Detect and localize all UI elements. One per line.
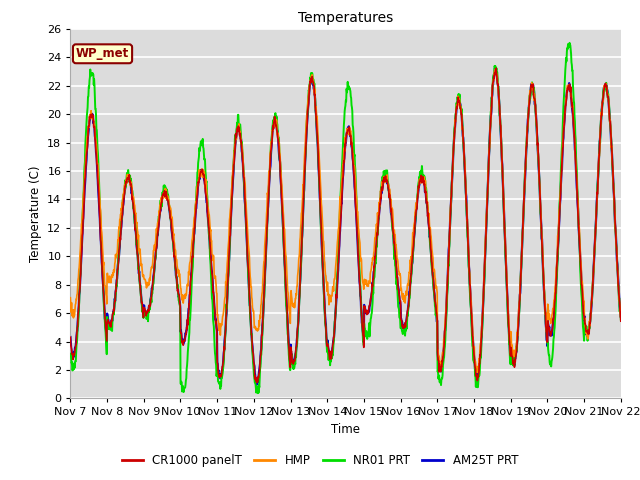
CR1000 panelT [175,297,183,303]
Line: NR01 PRT: NR01 PRT [70,43,621,393]
NR01 PRT [617,317,625,323]
CR1000 panelT [250,364,258,370]
CR1000 panelT [253,380,260,385]
CR1000 panelT [492,65,500,71]
Legend: CR1000 panelT, HMP, NR01 PRT, AM25T PRT: CR1000 panelT, HMP, NR01 PRT, AM25T PRT [117,449,523,472]
Text: WP_met: WP_met [76,48,129,60]
HMP [504,296,511,302]
HMP [67,295,74,300]
X-axis label: Time: Time [331,423,360,436]
CR1000 panelT [552,278,560,284]
NR01 PRT [431,304,439,310]
HMP [552,265,560,271]
AM25T PRT [67,334,74,340]
HMP [250,325,258,331]
Line: HMP: HMP [70,70,621,372]
NR01 PRT [254,390,262,396]
CR1000 panelT [504,298,511,304]
NR01 PRT [552,303,559,309]
AM25T PRT [491,65,499,71]
NR01 PRT [250,375,258,381]
CR1000 panelT [431,299,439,305]
HMP [475,370,483,375]
CR1000 panelT [189,254,196,260]
AM25T PRT [175,298,183,303]
AM25T PRT [431,301,439,307]
CR1000 panelT [67,335,74,340]
AM25T PRT [504,299,511,304]
Title: Temperatures: Temperatures [298,11,393,25]
AM25T PRT [253,382,261,387]
Y-axis label: Temperature (C): Temperature (C) [29,165,42,262]
NR01 PRT [566,40,573,46]
AM25T PRT [189,248,196,253]
CR1000 panelT [617,318,625,324]
AM25T PRT [250,363,258,369]
NR01 PRT [189,264,196,269]
NR01 PRT [504,294,511,300]
AM25T PRT [617,314,625,320]
NR01 PRT [67,352,74,358]
HMP [175,271,183,276]
HMP [189,230,196,236]
HMP [617,315,625,321]
Line: AM25T PRT: AM25T PRT [70,68,621,384]
NR01 PRT [175,300,183,306]
AM25T PRT [552,280,560,286]
Line: CR1000 panelT: CR1000 panelT [70,68,621,383]
HMP [431,275,439,281]
HMP [492,67,499,72]
